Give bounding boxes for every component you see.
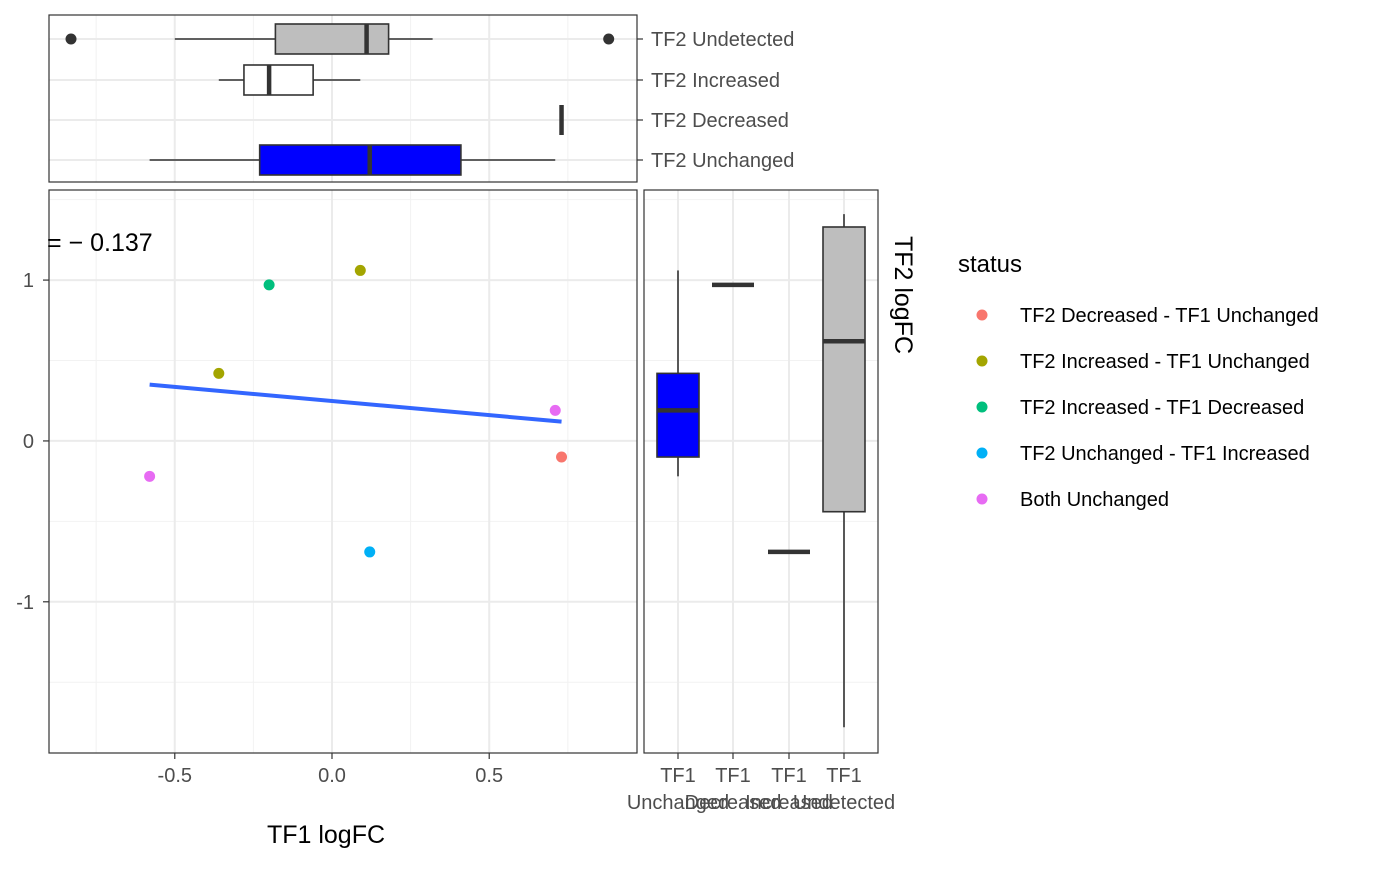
scatter-background <box>49 190 637 753</box>
legend-label: TF2 Increased - TF1 Unchanged <box>1020 351 1310 373</box>
box <box>656 372 700 458</box>
data-point <box>144 470 156 482</box>
right-category-label-line2: Decreased <box>685 792 782 814</box>
outlier-point <box>603 33 615 45</box>
scatter-panel: -0.5 0.0 0.5 -1 0 1 <box>16 189 638 787</box>
legend-swatch <box>976 401 988 413</box>
legend-label: TF2 Unchanged - TF1 Increased <box>1020 443 1310 465</box>
legend-item: TF2 Unchanged - TF1 Increased <box>976 443 1310 465</box>
right-category-label-line1: TF1 <box>660 765 696 787</box>
legend-swatch <box>976 309 988 321</box>
boxplot-tf2-increased <box>218 64 361 96</box>
y-axis-title: TF2 logFC <box>889 236 917 354</box>
right-border <box>643 189 879 754</box>
legend-items: TF2 Decreased - TF1 Unchanged TF2 Increas… <box>976 305 1319 511</box>
top-category-label: TF2 Undetected <box>651 29 794 51</box>
x-tick-label: 0.5 <box>475 765 503 787</box>
data-point <box>263 279 275 291</box>
boxplot-tf2-unchanged <box>149 144 556 176</box>
outlier-point <box>65 33 77 45</box>
boxplot-tf1-undetected <box>822 214 866 728</box>
box <box>243 64 314 96</box>
regression-line <box>149 382 562 424</box>
data-point <box>556 451 568 463</box>
legend-swatch <box>976 355 988 367</box>
x-tick-label: 0.0 <box>318 765 346 787</box>
right-category-label-line2: Unchanged <box>627 792 729 814</box>
legend-swatch <box>976 447 988 459</box>
right-boxplot-panel: TF1 Unchanged TF1 Decreased TF1 Increased TF1 U… <box>627 189 895 814</box>
legend-title: status <box>958 251 1022 278</box>
x-axis-title: TF1 logFC <box>267 821 385 849</box>
top-category-label: TF2 Increased <box>651 70 780 92</box>
top-border <box>48 14 638 183</box>
boxplot-tf1-unchanged <box>656 270 700 477</box>
box <box>258 144 462 176</box>
box <box>274 23 390 55</box>
legend-label: TF2 Decreased - TF1 Unchanged <box>1020 305 1319 327</box>
right-category-label-line2: Increased <box>745 792 833 814</box>
y-tick-label: 1 <box>23 270 34 292</box>
legend-label: Both Unchanged <box>1020 489 1169 511</box>
top-category-label: TF2 Unchanged <box>651 150 794 172</box>
x-tick-label: -0.5 <box>158 765 192 787</box>
right-category-label-line1: TF1 <box>715 765 751 787</box>
top-category-label: TF2 Decreased <box>651 110 789 132</box>
right-category-label-line2: Undetected <box>793 792 895 814</box>
legend-item: TF2 Decreased - TF1 Unchanged <box>976 305 1319 327</box>
y-tick-label: 0 <box>23 431 34 453</box>
legend-label: TF2 Increased - TF1 Decreased <box>1020 397 1304 419</box>
data-point <box>364 546 376 558</box>
data-point <box>549 404 561 416</box>
data-point <box>354 264 366 276</box>
correlation-annotation: = − 0.137 <box>47 229 153 257</box>
top-boxplot-panel: TF2 Undetected TF2 Increased TF2 Decreased… <box>48 14 794 183</box>
y-tick-label: -1 <box>16 592 34 614</box>
legend-swatch <box>976 493 988 505</box>
box <box>822 226 866 513</box>
right-category-label-line1: TF1 <box>771 765 807 787</box>
right-category-label-line1: TF1 <box>826 765 862 787</box>
scatter-border <box>48 189 638 754</box>
legend-item: Both Unchanged <box>976 489 1169 511</box>
legend-item: TF2 Increased - TF1 Decreased <box>976 397 1304 419</box>
legend-item: TF2 Increased - TF1 Unchanged <box>976 351 1310 373</box>
boxplot-tf2-undetected <box>65 23 615 55</box>
data-point <box>213 367 225 379</box>
legend: status TF2 Decreased - TF1 UnchangedTF2 … <box>958 251 1319 511</box>
